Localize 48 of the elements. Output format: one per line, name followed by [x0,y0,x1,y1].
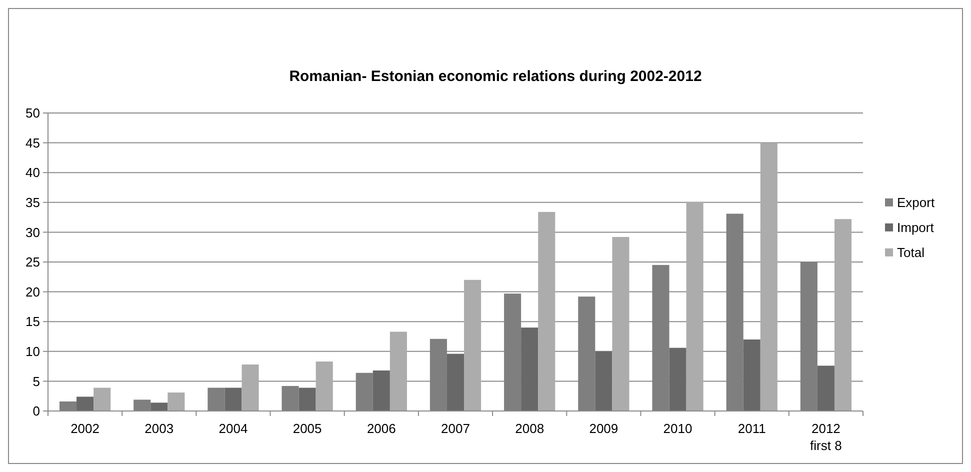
y-tick-label: 30 [26,224,40,240]
bar [595,351,612,411]
x-tick-label: 2007 [441,421,470,436]
bar [760,142,778,411]
bar [168,392,185,411]
bar [316,362,333,411]
x-tick-label: 2002 [70,421,100,436]
bar [743,339,760,411]
bar [224,388,242,411]
y-tick-label: 10 [26,344,40,359]
bar [390,332,407,411]
y-tick-label: 5 [32,374,40,389]
y-tick-label: 35 [26,194,40,210]
bar [612,236,630,411]
bar [242,364,259,411]
x-tick-label: 2006 [366,421,396,436]
y-tick-label: 50 [26,106,40,121]
x-tick-label: 2012 first 8 [810,421,842,453]
bar [521,328,538,411]
x-tick-label: 2009 [589,421,618,436]
x-tick-label: 2005 [292,421,322,436]
bar [669,348,686,411]
legend-label: Export [897,194,935,210]
chart-title: Romanian- Estonian economic relations during 2002-2012 [289,68,702,85]
legend-label: Total [897,244,925,260]
bar [817,366,834,411]
x-tick-label: 2008 [515,421,544,436]
bar [372,370,390,411]
x-tick-label: 2010 [663,421,692,436]
y-tick-label: 40 [26,165,40,180]
y-tick-label: 20 [26,284,40,300]
bar [446,354,464,411]
x-tick-label: 2011 [738,421,766,436]
y-tick-label: 0 [32,404,40,419]
x-tick-label: 2004 [218,421,248,436]
bar [76,396,94,411]
bar [834,219,852,411]
bar [464,280,482,411]
y-tick-label: 45 [26,135,40,150]
y-tick-label: 25 [26,254,40,270]
legend-label: Import [897,220,934,235]
bar [150,402,168,411]
x-tick-label: 2003 [144,421,174,436]
bar [686,202,704,411]
bar [298,388,316,411]
bar [538,212,556,411]
y-tick-label: 15 [26,314,40,330]
bar [94,388,111,411]
